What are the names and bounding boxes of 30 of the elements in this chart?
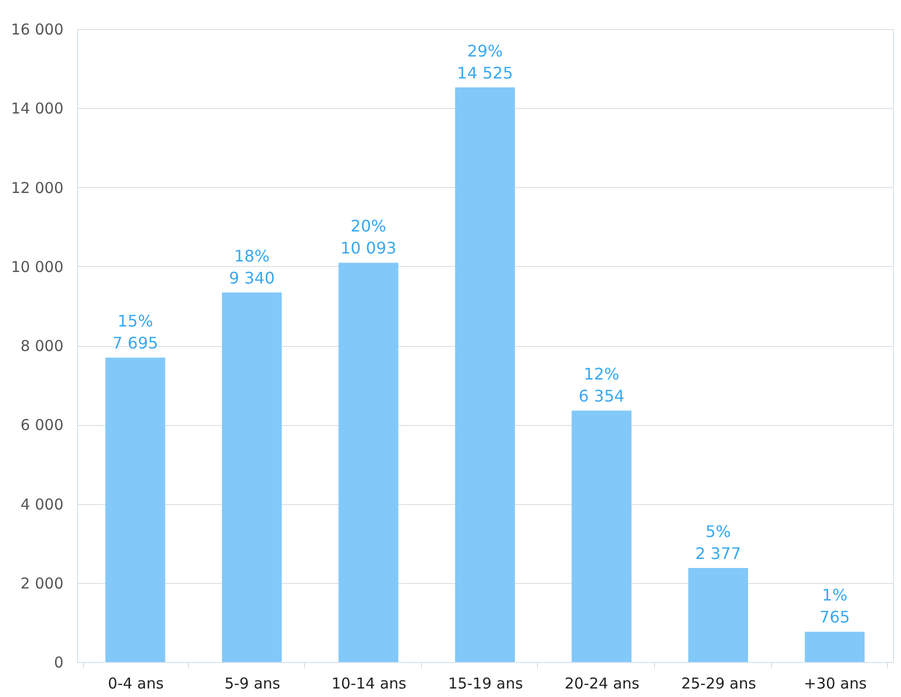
- data-label: 18% 9 340: [228, 246, 275, 288]
- bar: [804, 632, 865, 662]
- data-label: 15% 7 695: [112, 312, 158, 353]
- x-tick-label: 5-9 ans: [224, 674, 280, 692]
- data-label: 12% 6 354: [578, 364, 624, 406]
- bar: [105, 358, 166, 662]
- bar: [338, 262, 398, 662]
- bar: [455, 87, 515, 662]
- x-tick-label: 10-14 ans: [331, 674, 407, 692]
- y-tick-label: 8 000: [20, 337, 64, 355]
- y-tick-label: 4 000: [20, 495, 64, 514]
- bar: [572, 410, 632, 662]
- y-tick-label: 14 000: [11, 100, 64, 118]
- x-tick-label: +30 ans: [804, 674, 867, 692]
- x-tick-label: 0-4 ans: [108, 674, 164, 692]
- y-tick-label: 12 000: [11, 178, 64, 197]
- bar: [222, 292, 282, 662]
- data-label: 1% 765: [819, 586, 850, 627]
- data-label: 20% 10 093: [340, 216, 396, 258]
- bar: [688, 568, 748, 662]
- x-tick-label: 25-29 ans: [681, 674, 756, 692]
- y-tick-label: 16 000: [11, 20, 64, 38]
- data-label: 5% 2 377: [695, 522, 742, 563]
- y-tick-label: 10 000: [11, 258, 64, 276]
- x-tick-label: 15-19 ans: [448, 674, 524, 692]
- y-tick-label: 2 000: [20, 574, 64, 592]
- y-tick-label: 0: [54, 654, 64, 672]
- data-label: 29% 14 525: [457, 41, 513, 82]
- x-tick-label: 20-24 ans: [564, 674, 640, 692]
- y-tick-label: 6 000: [20, 416, 64, 434]
